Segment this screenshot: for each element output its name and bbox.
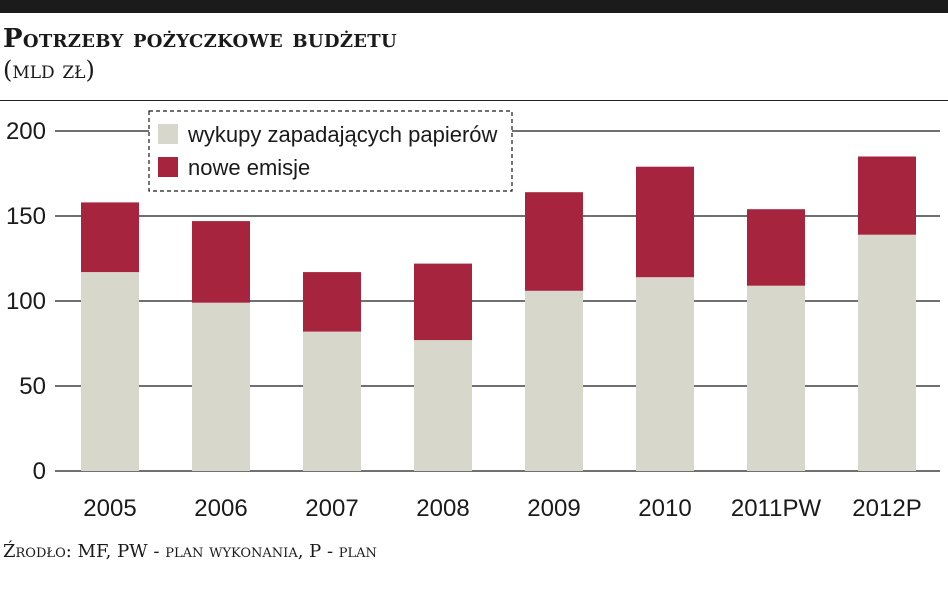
y-tick-label: 50 <box>19 373 46 400</box>
chart-title: Potrzeby pożyczkowe budżetu <box>3 24 397 54</box>
x-tick-label: 2008 <box>416 495 469 522</box>
bar-redemption-2010 <box>636 277 694 471</box>
bar-new-issues-2007 <box>303 272 361 332</box>
legend-box <box>148 110 513 192</box>
bar-redemption-2006 <box>192 302 250 471</box>
header-rule <box>0 100 948 101</box>
bar-redemption-2011PW <box>747 285 805 471</box>
bar-new-issues-2009 <box>525 192 583 291</box>
bars <box>81 156 916 471</box>
bar-redemption-2009 <box>525 290 583 471</box>
y-tick-labels: 0 50 100 150 200 <box>6 118 46 485</box>
x-tick-label: 2005 <box>83 495 136 522</box>
x-tick-labels: 2005 2006 2007 2008 2009 2010 2011PW 2012P <box>83 495 921 522</box>
bar-new-issues-2012P <box>858 156 916 235</box>
y-tick-label: 150 <box>6 203 46 230</box>
legend-swatch-new-issues <box>158 157 178 177</box>
x-tick-label: 2006 <box>194 495 247 522</box>
x-tick-label: 2007 <box>305 495 358 522</box>
bar-new-issues-2005 <box>81 202 139 273</box>
bar-new-issues-2006 <box>192 221 250 303</box>
y-tick-label: 0 <box>33 458 46 485</box>
bar-new-issues-2008 <box>414 263 472 341</box>
legend-swatch-redemption <box>158 124 178 144</box>
bar-new-issues-2011PW <box>747 209 805 286</box>
top-bar <box>0 0 948 13</box>
x-tick-label: 2009 <box>527 495 580 522</box>
x-tick-label: 2012P <box>852 495 921 522</box>
chart-subtitle: (mld zł) <box>3 56 95 84</box>
x-tick-label: 2011PW <box>731 495 822 522</box>
bar-redemption-2008 <box>414 340 472 471</box>
y-tick-label: 200 <box>6 118 46 145</box>
bar-redemption-2012P <box>858 234 916 471</box>
bar-new-issues-2010 <box>636 166 694 278</box>
bar-redemption-2007 <box>303 331 361 471</box>
bar-redemption-2005 <box>81 272 139 471</box>
legend-label-redemption: wykupy zapadających papierów <box>187 122 498 147</box>
x-tick-label: 2010 <box>638 495 691 522</box>
source-note: Źrodło: MF, PW - plan wykonania, P - pla… <box>3 541 377 562</box>
y-tick-label: 100 <box>6 288 46 315</box>
legend-label-new-issues: nowe emisje <box>188 155 310 180</box>
legend: wykupy zapadających papierów nowe emisje <box>148 110 513 192</box>
